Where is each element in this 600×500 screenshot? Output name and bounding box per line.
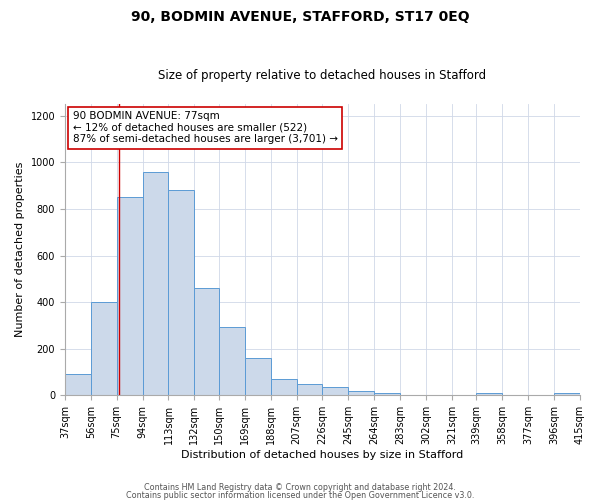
Text: Contains HM Land Registry data © Crown copyright and database right 2024.: Contains HM Land Registry data © Crown c… [144,484,456,492]
Bar [271,379,296,396]
Bar [219,326,245,396]
Bar [296,384,322,396]
Bar [169,190,194,396]
Bar [476,393,502,396]
Bar [116,197,143,396]
Bar [322,387,349,396]
Bar [194,288,219,396]
Bar [143,172,169,396]
Title: Size of property relative to detached houses in Stafford: Size of property relative to detached ho… [158,69,487,82]
Bar [245,358,271,396]
Text: 90, BODMIN AVENUE, STAFFORD, ST17 0EQ: 90, BODMIN AVENUE, STAFFORD, ST17 0EQ [131,10,469,24]
X-axis label: Distribution of detached houses by size in Stafford: Distribution of detached houses by size … [181,450,464,460]
Bar [91,302,116,396]
Bar [65,374,91,396]
Text: 90 BODMIN AVENUE: 77sqm
← 12% of detached houses are smaller (522)
87% of semi-d: 90 BODMIN AVENUE: 77sqm ← 12% of detache… [73,112,338,144]
Bar [554,393,580,396]
Y-axis label: Number of detached properties: Number of detached properties [15,162,25,338]
Text: Contains public sector information licensed under the Open Government Licence v3: Contains public sector information licen… [126,490,474,500]
Bar [374,394,400,396]
Bar [349,390,374,396]
